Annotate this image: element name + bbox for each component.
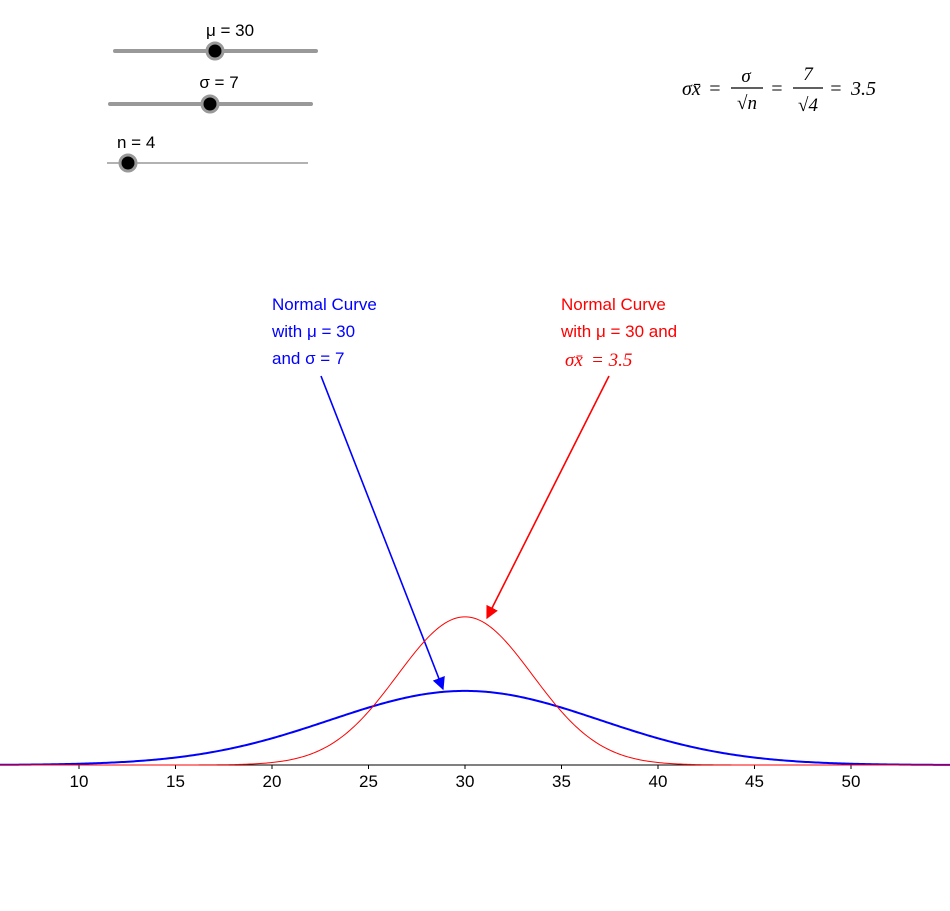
x-tick-label: 45 <box>745 772 764 791</box>
formula-frac1-den: √n <box>737 93 757 114</box>
slider-n-label: n = 4 <box>117 133 155 152</box>
blue-annotation-line-1: Normal Curve <box>272 295 377 314</box>
x-tick-label: 50 <box>842 772 861 791</box>
blue-annotation: Normal Curve with μ = 30 and σ = 7 <box>271 295 377 368</box>
red-annotation-line-2: with μ = 30 and <box>560 322 677 341</box>
slider-sigma-knob[interactable] <box>200 94 220 114</box>
slider-sigma-label: σ = 7 <box>199 73 238 92</box>
x-tick-label: 35 <box>552 772 571 791</box>
blue-normal-curve[interactable] <box>0 689 950 766</box>
slider-mu-label: μ = 30 <box>206 21 254 40</box>
x-tick-label: 40 <box>649 772 668 791</box>
slider-sigma[interactable]: σ = 7 <box>108 73 313 114</box>
formula-frac1-num: σ <box>741 66 751 87</box>
red-annotation-line-1: Normal Curve <box>561 295 666 314</box>
red-arrow-icon[interactable] <box>486 375 610 620</box>
blue-annotation-line-2: with μ = 30 <box>271 322 355 341</box>
curves <box>0 616 950 766</box>
slider-n[interactable]: n = 4 <box>107 133 308 173</box>
formula-eq2: = <box>770 78 784 100</box>
x-axis-ticks: 10 15 20 25 30 35 40 45 50 <box>70 765 861 791</box>
x-tick-label: 30 <box>456 772 475 791</box>
red-annotation: Normal Curve with μ = 30 and σx̄ = 3.5 <box>560 295 677 371</box>
red-annotation-formula-rhs: = 3.5 <box>591 350 632 371</box>
x-tick-label: 10 <box>70 772 89 791</box>
formula-lhs: σx̄ <box>682 78 701 100</box>
formula-frac2-num: 7 <box>803 64 814 85</box>
x-tick-label: 20 <box>263 772 282 791</box>
formula-frac2-den: √4 <box>798 95 818 116</box>
red-normal-curve[interactable] <box>0 616 950 766</box>
blue-annotation-line-3: and σ = 7 <box>272 349 344 368</box>
formula-result: 3.5 <box>850 78 876 100</box>
x-tick-label: 25 <box>359 772 378 791</box>
normal-curves-chart: 10 15 20 25 30 35 40 45 50 <box>0 616 950 791</box>
slider-mu-knob[interactable] <box>205 41 225 61</box>
x-tick-label: 15 <box>166 772 185 791</box>
slider-mu[interactable]: μ = 30 <box>113 21 318 61</box>
red-annotation-formula-lhs: σx̄ <box>565 350 583 371</box>
formula-eq3: = <box>829 78 843 100</box>
blue-arrow-icon[interactable] <box>320 375 445 691</box>
formula-eq1: = <box>708 78 722 100</box>
standard-error-formula: σx̄ = σ √n = 7 √4 = 3.5 <box>682 64 876 116</box>
slider-n-knob[interactable] <box>118 153 138 173</box>
